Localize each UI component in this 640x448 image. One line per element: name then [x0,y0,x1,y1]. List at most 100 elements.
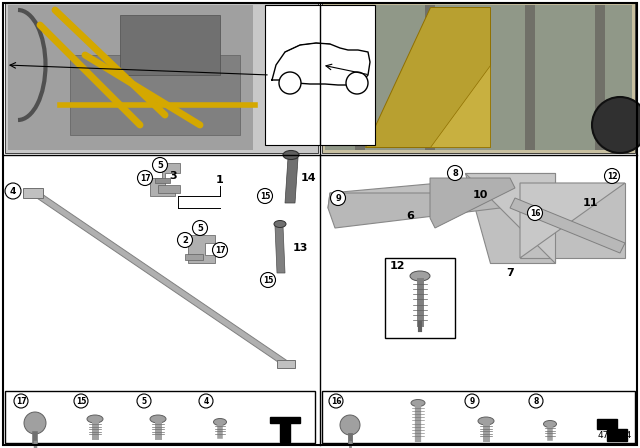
Polygon shape [510,198,625,253]
Text: 16: 16 [530,208,540,217]
Circle shape [592,97,640,153]
Bar [8,5,253,150]
Circle shape [24,412,46,434]
Circle shape [74,394,88,408]
Circle shape [152,158,168,172]
Text: 10: 10 [472,190,488,200]
Polygon shape [430,178,515,228]
Bar [155,178,170,183]
Polygon shape [465,173,555,263]
Circle shape [257,189,273,203]
Circle shape [138,171,152,185]
Bar [277,360,295,368]
Ellipse shape [214,418,227,426]
Polygon shape [520,183,625,258]
Text: 5: 5 [141,396,147,405]
Circle shape [5,183,21,199]
Text: 6: 6 [406,211,414,221]
Text: 473334: 473334 [598,431,632,440]
Text: 9: 9 [469,396,475,405]
Text: 9: 9 [335,194,341,202]
Polygon shape [150,163,180,196]
Polygon shape [275,226,285,273]
Text: 8: 8 [533,396,539,405]
Polygon shape [285,158,298,203]
Bar [355,5,365,150]
Polygon shape [188,235,215,263]
Polygon shape [328,178,498,208]
Circle shape [199,394,213,408]
Polygon shape [520,183,625,258]
Polygon shape [31,192,289,364]
Text: 4: 4 [10,186,16,195]
Circle shape [465,394,479,408]
Ellipse shape [150,415,166,423]
Circle shape [260,272,275,288]
Polygon shape [365,7,490,147]
Circle shape [605,168,620,184]
Text: 3: 3 [169,171,177,181]
Circle shape [447,165,463,181]
Bar [425,5,435,150]
Circle shape [212,242,227,258]
Bar [158,185,180,193]
Text: 2: 2 [182,236,188,245]
Circle shape [14,394,28,408]
Bar [595,5,605,150]
Polygon shape [465,173,555,263]
Text: 15: 15 [76,396,86,405]
Text: 12: 12 [607,172,617,181]
Bar [120,15,220,75]
Text: 7: 7 [506,268,514,278]
Bar [5,2,318,153]
Circle shape [346,72,368,94]
Bar [5,157,317,390]
Text: 17: 17 [214,246,225,254]
Bar [70,55,240,135]
Ellipse shape [87,415,103,423]
Text: 15: 15 [260,191,270,201]
Bar [265,5,375,145]
Circle shape [329,394,343,408]
Bar [23,188,43,198]
Text: 8: 8 [452,168,458,177]
Bar [322,2,635,153]
Text: 16: 16 [331,396,341,405]
Circle shape [527,206,543,220]
Circle shape [529,394,543,408]
Text: 5: 5 [197,224,203,233]
Bar [322,391,635,443]
Bar [325,5,632,150]
Circle shape [330,190,346,206]
Bar [525,5,535,150]
Bar [385,258,455,338]
Ellipse shape [411,400,425,406]
Text: 14: 14 [300,173,316,183]
Circle shape [193,220,207,236]
Text: 17: 17 [140,173,150,182]
Text: 11: 11 [582,198,598,208]
Text: 13: 13 [292,243,308,253]
Circle shape [340,415,360,435]
Polygon shape [270,417,300,442]
Ellipse shape [274,220,286,228]
Polygon shape [328,193,500,228]
Circle shape [137,394,151,408]
Ellipse shape [478,417,494,425]
Bar [5,391,315,443]
Ellipse shape [283,151,299,159]
Circle shape [177,233,193,247]
Text: 4: 4 [204,396,209,405]
Polygon shape [597,419,627,441]
Text: 12: 12 [389,261,404,271]
Circle shape [279,72,301,94]
Ellipse shape [410,271,430,281]
Text: 5: 5 [157,160,163,169]
Bar [322,157,635,390]
Polygon shape [430,65,490,147]
Text: 17: 17 [16,396,26,405]
Text: 1: 1 [216,175,224,185]
Bar [185,254,203,260]
Text: 15: 15 [263,276,273,284]
Ellipse shape [543,421,557,427]
